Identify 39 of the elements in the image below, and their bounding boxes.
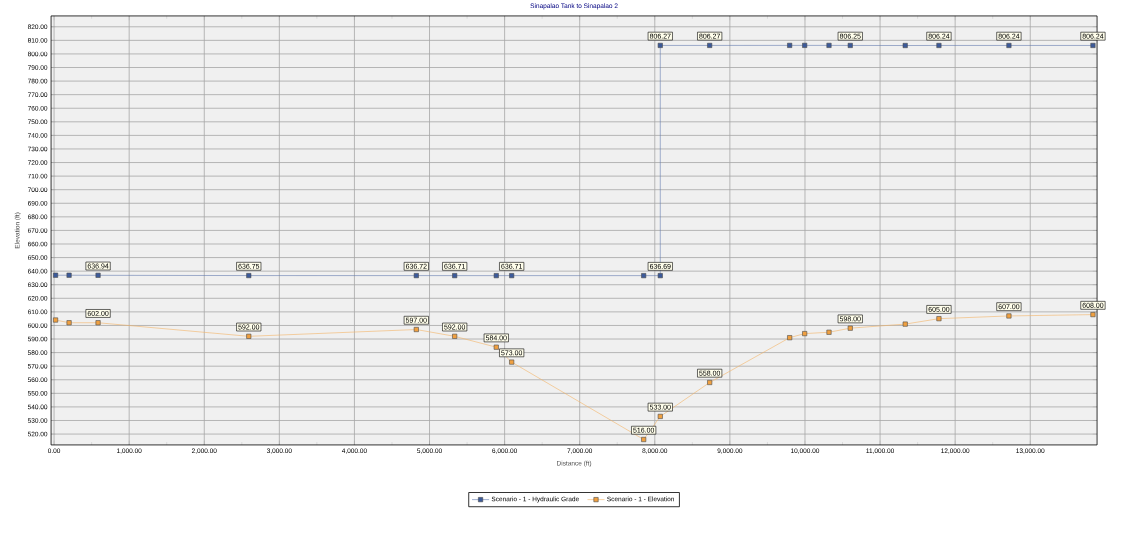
point: [802, 42, 808, 48]
point: [1090, 312, 1096, 318]
point: [902, 43, 908, 49]
point: [707, 42, 713, 48]
point: [95, 320, 101, 326]
point: [657, 42, 663, 48]
point: [1006, 42, 1012, 48]
point: [936, 42, 942, 48]
point: [413, 273, 419, 279]
point: [53, 272, 59, 278]
point: [641, 273, 647, 279]
point: [509, 273, 515, 279]
point: [641, 437, 647, 443]
point: [246, 333, 252, 339]
point: [246, 273, 252, 279]
point: [657, 413, 663, 419]
point: [413, 327, 419, 333]
point: [936, 316, 942, 322]
point: [1006, 313, 1012, 319]
point: [95, 272, 101, 278]
point: [452, 273, 458, 279]
point: [53, 317, 59, 323]
point: [493, 273, 499, 279]
point: [493, 344, 499, 350]
point: [452, 333, 458, 339]
point: [802, 331, 808, 337]
point: [902, 321, 908, 327]
point: [707, 379, 713, 385]
point: [1090, 42, 1096, 48]
point: [847, 325, 853, 331]
point: [657, 273, 663, 279]
point: [826, 42, 832, 48]
point: [826, 329, 832, 335]
point: [66, 320, 72, 326]
point: [66, 272, 72, 278]
point: [787, 42, 793, 48]
point: [787, 335, 793, 341]
point: [847, 42, 853, 48]
point: [509, 359, 515, 365]
